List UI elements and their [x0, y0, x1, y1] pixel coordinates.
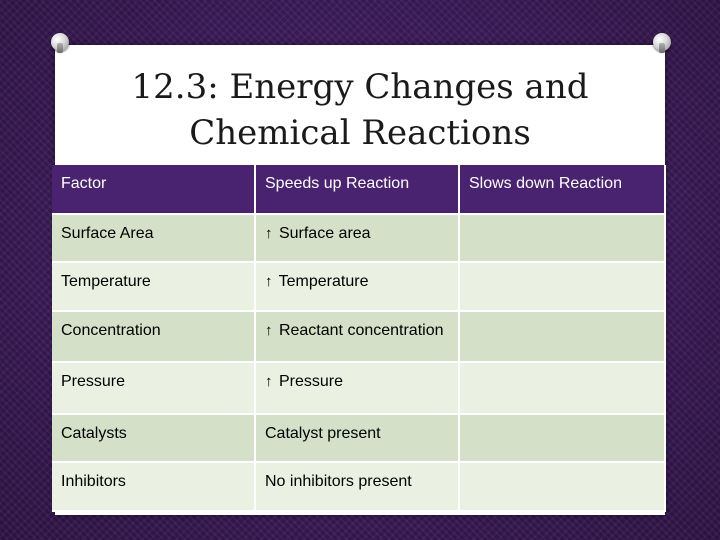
slide-title: 12.3: Energy Changes and Chemical Reacti… [55, 64, 665, 156]
speeds-text: Reactant concentration [278, 322, 444, 339]
row-catalysts-factor: Catalysts [52, 415, 256, 463]
factors-table: Factor Speeds up Reaction Slows down Rea… [52, 165, 666, 512]
row-inhibitors-speeds: No inhibitors present [256, 463, 460, 512]
row-surface-area-speeds: ↑ Surface area [256, 215, 460, 263]
row-concentration-factor: Concentration [52, 312, 256, 363]
row-concentration-slows [460, 312, 666, 363]
title-line-1: 12.3: Energy Changes and [131, 67, 589, 107]
up-arrow-icon: ↑ [265, 373, 273, 390]
row-temperature-factor: Temperature [52, 263, 256, 312]
up-arrow-icon: ↑ [265, 322, 273, 339]
row-catalysts-speeds: Catalyst present [256, 415, 460, 463]
title-line-2: Chemical Reactions [189, 113, 531, 153]
row-pressure-factor: Pressure [52, 363, 256, 415]
speeds-text: Temperature [278, 273, 369, 290]
up-arrow-icon: ↑ [265, 225, 273, 242]
row-inhibitors-factor: Inhibitors [52, 463, 256, 512]
pushpin-icon [653, 33, 671, 53]
pushpin-icon [51, 33, 69, 53]
row-surface-area-slows [460, 215, 666, 263]
row-surface-area-factor: Surface Area [52, 215, 256, 263]
speeds-text: Surface area [278, 225, 371, 242]
header-slows-down: Slows down Reaction [460, 165, 666, 215]
row-catalysts-slows [460, 415, 666, 463]
row-concentration-speeds: ↑ Reactant concentration [256, 312, 460, 363]
row-temperature-slows [460, 263, 666, 312]
header-speeds-up: Speeds up Reaction [256, 165, 460, 215]
up-arrow-icon: ↑ [265, 273, 273, 290]
row-temperature-speeds: ↑ Temperature [256, 263, 460, 312]
speeds-text: Pressure [278, 373, 343, 390]
header-factor: Factor [52, 165, 256, 215]
row-inhibitors-slows [460, 463, 666, 512]
row-pressure-speeds: ↑ Pressure [256, 363, 460, 415]
row-pressure-slows [460, 363, 666, 415]
